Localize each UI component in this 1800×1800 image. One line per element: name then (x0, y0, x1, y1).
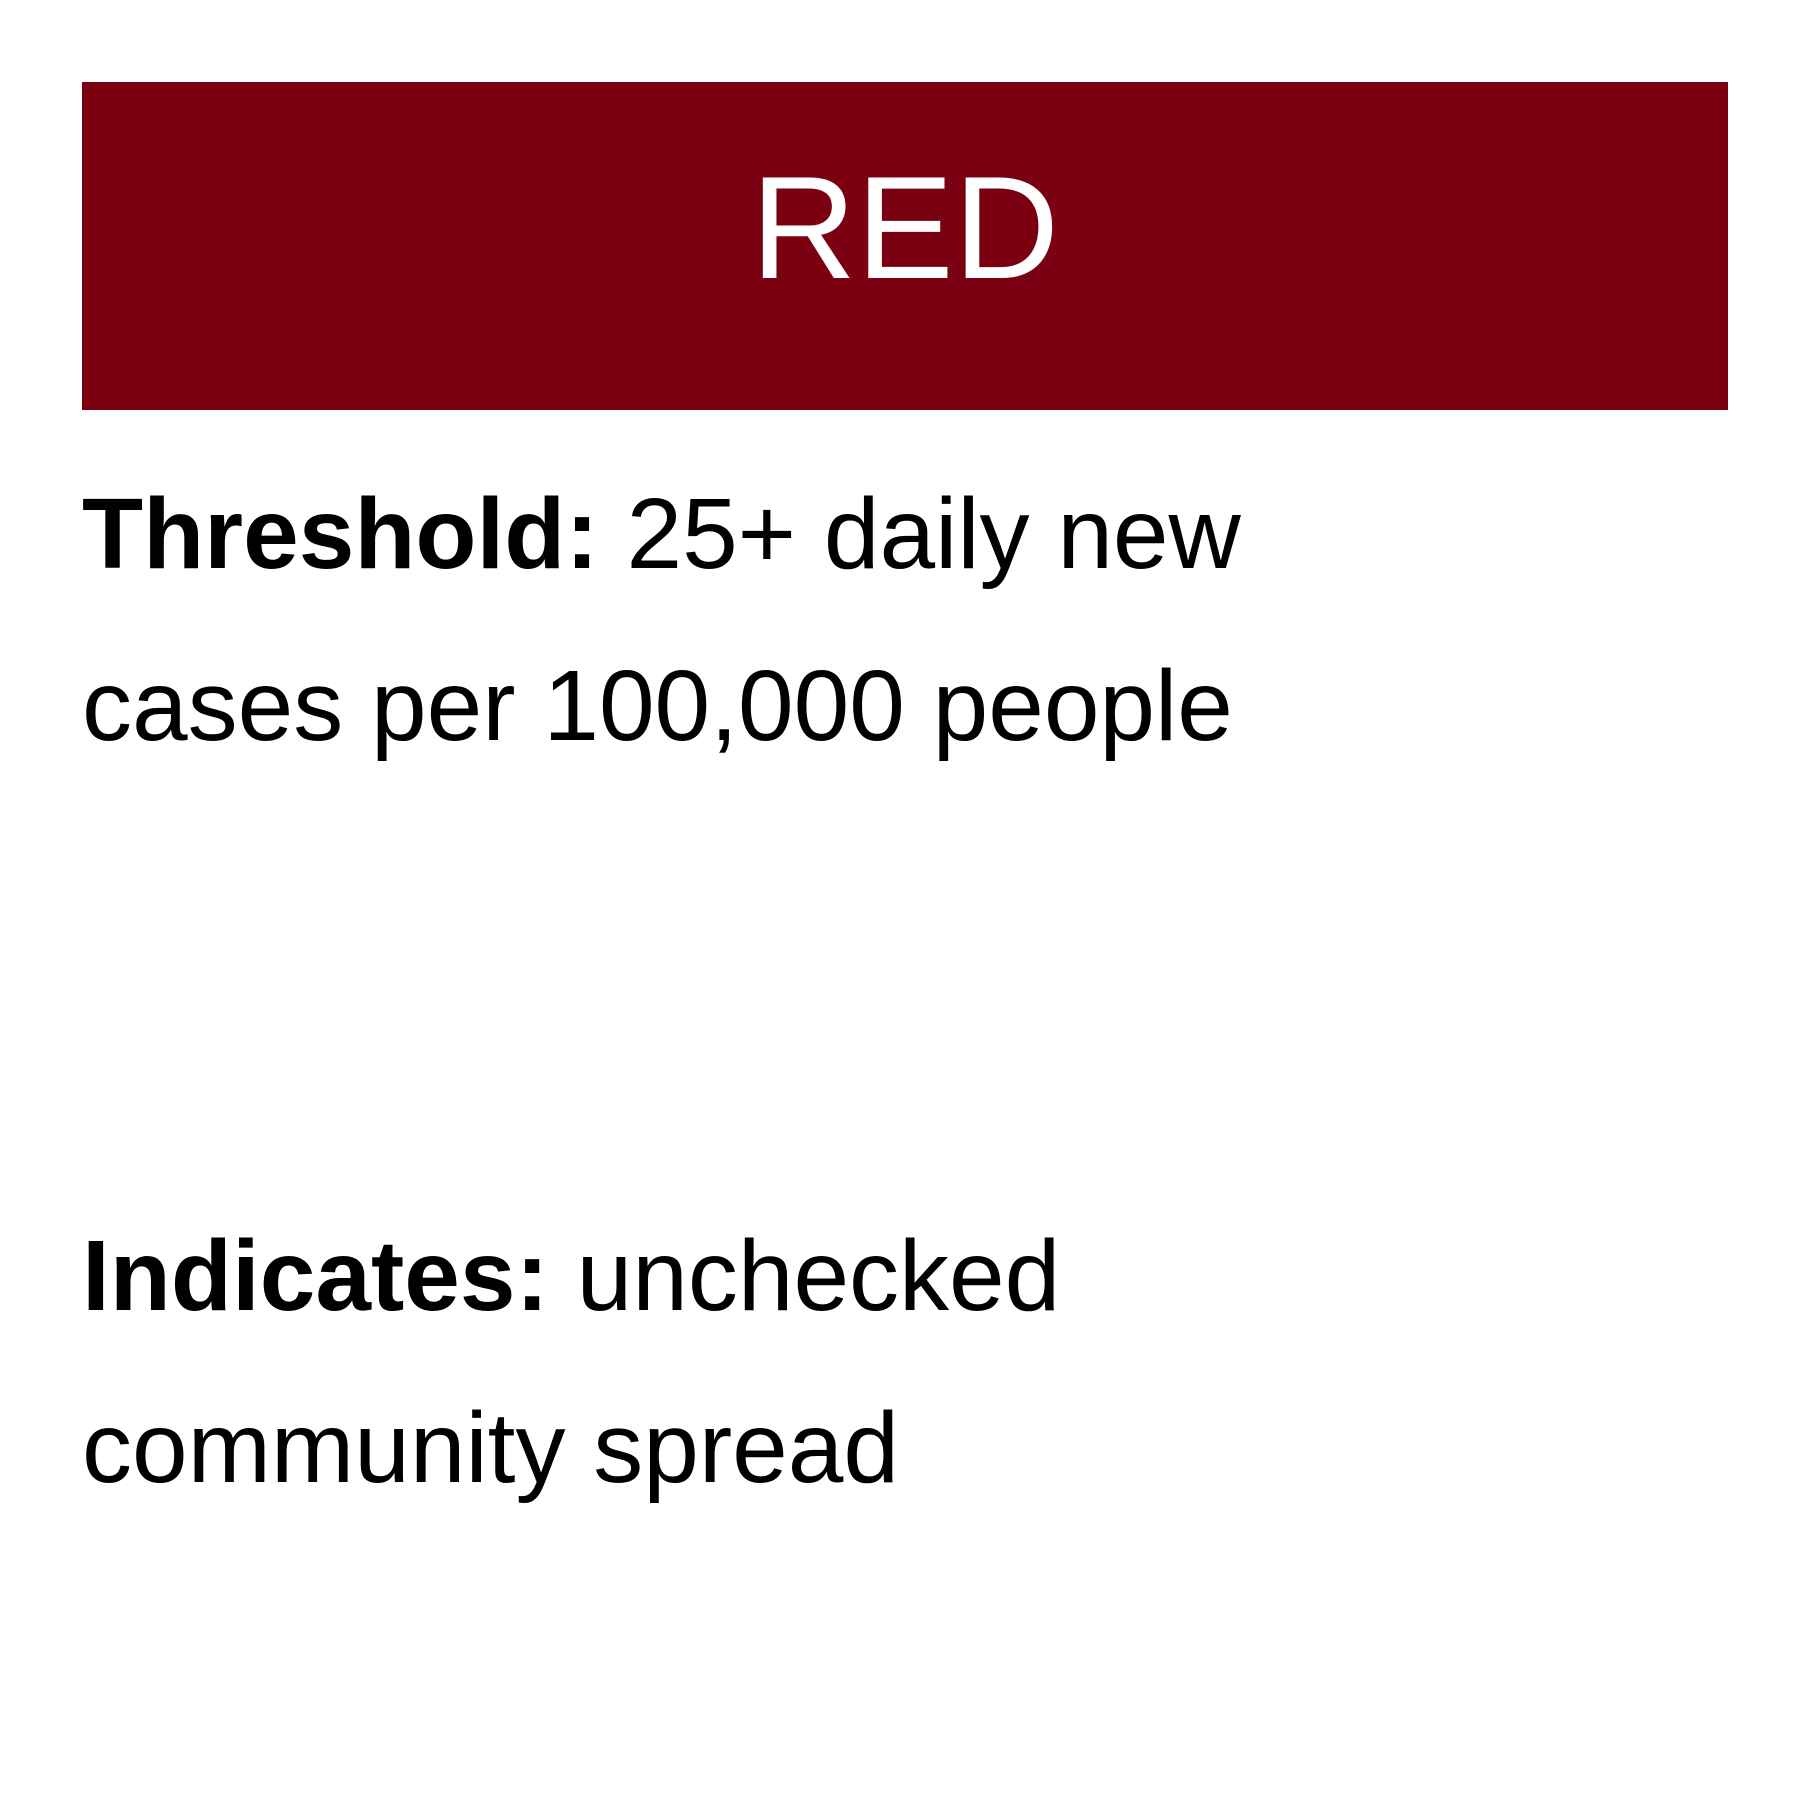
level-title: RED (750, 146, 1060, 309)
level-banner: RED (82, 82, 1728, 410)
indicates-label: Indicates: (82, 1220, 549, 1332)
threshold-block: Threshold: 25+ daily new cases per 100,0… (82, 448, 1382, 792)
threshold-label: Threshold: (82, 478, 599, 590)
threshold-text: 25+ daily new cases per 100,000 people (82, 478, 1241, 762)
indicates-text: unchecked community spread (82, 1220, 1061, 1504)
indicates-block: Indicates: unchecked community spread (82, 1190, 1382, 1534)
